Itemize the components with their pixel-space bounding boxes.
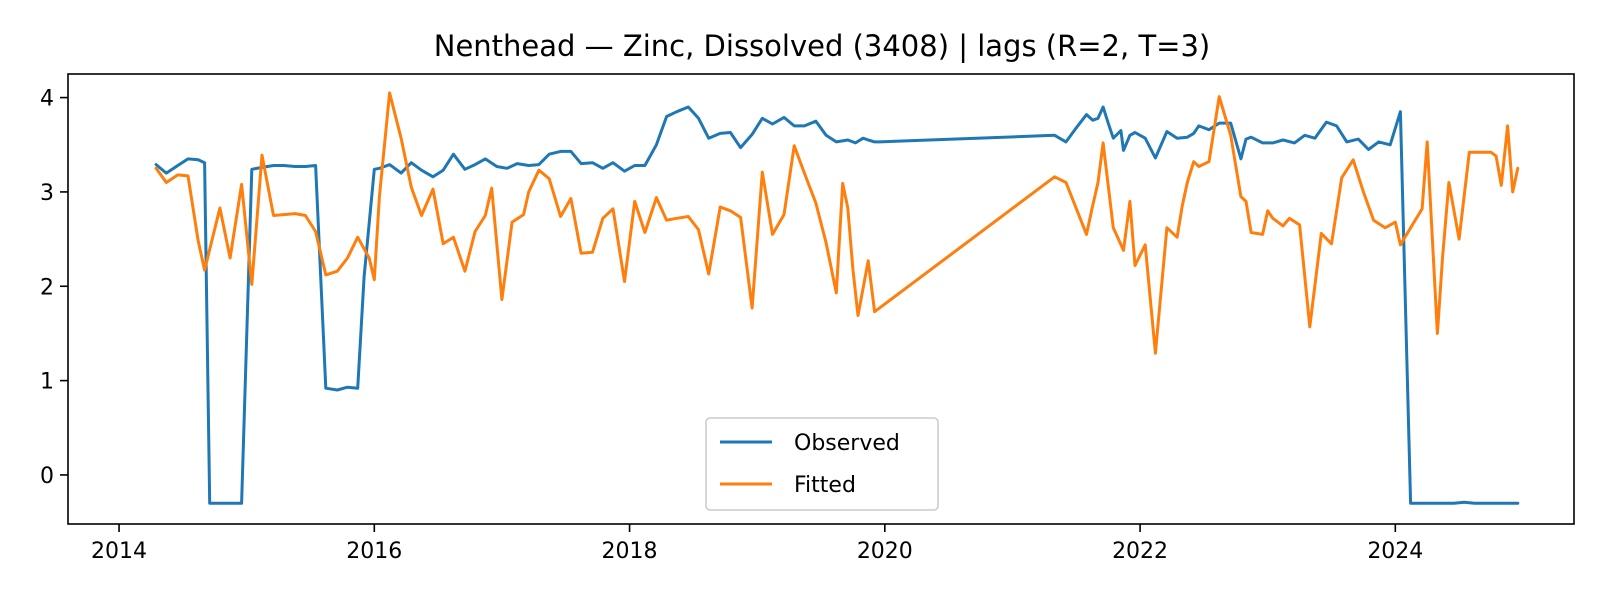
chart-title: Nenthead — Zinc, Dissolved (3408) | lags… [434,29,1210,63]
y-tick-label: 0 [40,464,54,489]
series-line-fitted [154,91,1520,355]
x-tick-label: 2018 [602,539,658,564]
x-axis: 2014 2016 2018 2020 2022 2024 [91,524,1423,564]
series-line-observed [154,105,1520,505]
y-axis: 0 1 2 3 4 [40,87,68,489]
plot-area [154,91,1520,505]
y-tick-label: 3 [40,181,54,206]
legend: Observed Fitted [705,417,939,511]
x-tick-label: 2014 [91,539,147,564]
legend-label-fitted: Fitted [794,473,856,498]
x-tick-label: 2024 [1367,539,1423,564]
legend-label-observed: Observed [794,431,900,456]
x-tick-label: 2016 [346,539,402,564]
x-tick-label: 2020 [857,539,913,564]
y-tick-label: 1 [40,370,54,395]
y-tick-label: 4 [40,87,54,112]
plot-frame [67,73,1575,525]
x-tick-label: 2022 [1112,539,1168,564]
y-tick-label: 2 [40,275,54,300]
